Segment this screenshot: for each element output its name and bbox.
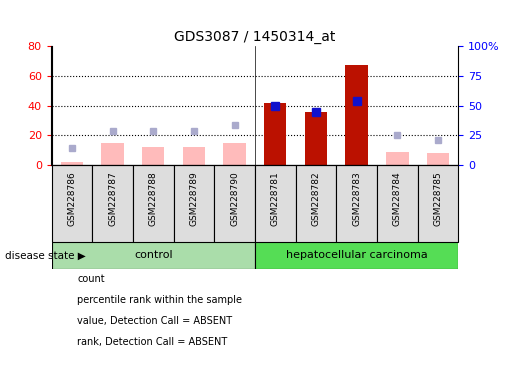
Title: GDS3087 / 1450314_at: GDS3087 / 1450314_at (174, 30, 336, 44)
Bar (61, 162, 83, 165)
Text: percentile rank within the sample: percentile rank within the sample (77, 295, 242, 305)
Bar (427, 153, 449, 165)
Text: GSM228786: GSM228786 (67, 171, 76, 226)
Bar (224, 143, 246, 165)
Text: disease state ▶: disease state ▶ (5, 250, 86, 260)
Text: GSM228782: GSM228782 (312, 171, 320, 226)
Text: rank, Detection Call = ABSENT: rank, Detection Call = ABSENT (77, 337, 228, 347)
Text: GSM228787: GSM228787 (108, 171, 117, 226)
Bar (52, 165, 92, 242)
Text: GSM228785: GSM228785 (434, 171, 442, 226)
Bar (92, 165, 133, 242)
Text: GSM228781: GSM228781 (271, 171, 280, 226)
Bar (305, 111, 327, 165)
Bar (133, 165, 174, 242)
Text: GSM228784: GSM228784 (393, 171, 402, 226)
Text: GSM228789: GSM228789 (190, 171, 198, 226)
Text: GSM228790: GSM228790 (230, 171, 239, 226)
Text: control: control (134, 250, 173, 260)
Bar (386, 152, 408, 165)
Bar (264, 103, 286, 165)
Bar (255, 165, 296, 242)
Bar (377, 165, 418, 242)
Bar (336, 165, 377, 242)
Bar (174, 165, 214, 242)
Bar (142, 147, 164, 165)
Text: hepatocellular carcinoma: hepatocellular carcinoma (286, 250, 427, 260)
Text: count: count (77, 274, 105, 284)
Text: GSM228788: GSM228788 (149, 171, 158, 226)
Bar (346, 65, 368, 165)
Bar (52, 242, 255, 269)
Bar (183, 147, 205, 165)
Bar (418, 165, 458, 242)
Text: GSM228783: GSM228783 (352, 171, 361, 226)
Bar (296, 165, 336, 242)
Bar (214, 165, 255, 242)
Text: value, Detection Call = ABSENT: value, Detection Call = ABSENT (77, 316, 232, 326)
Bar (101, 143, 124, 165)
Bar (255, 242, 458, 269)
